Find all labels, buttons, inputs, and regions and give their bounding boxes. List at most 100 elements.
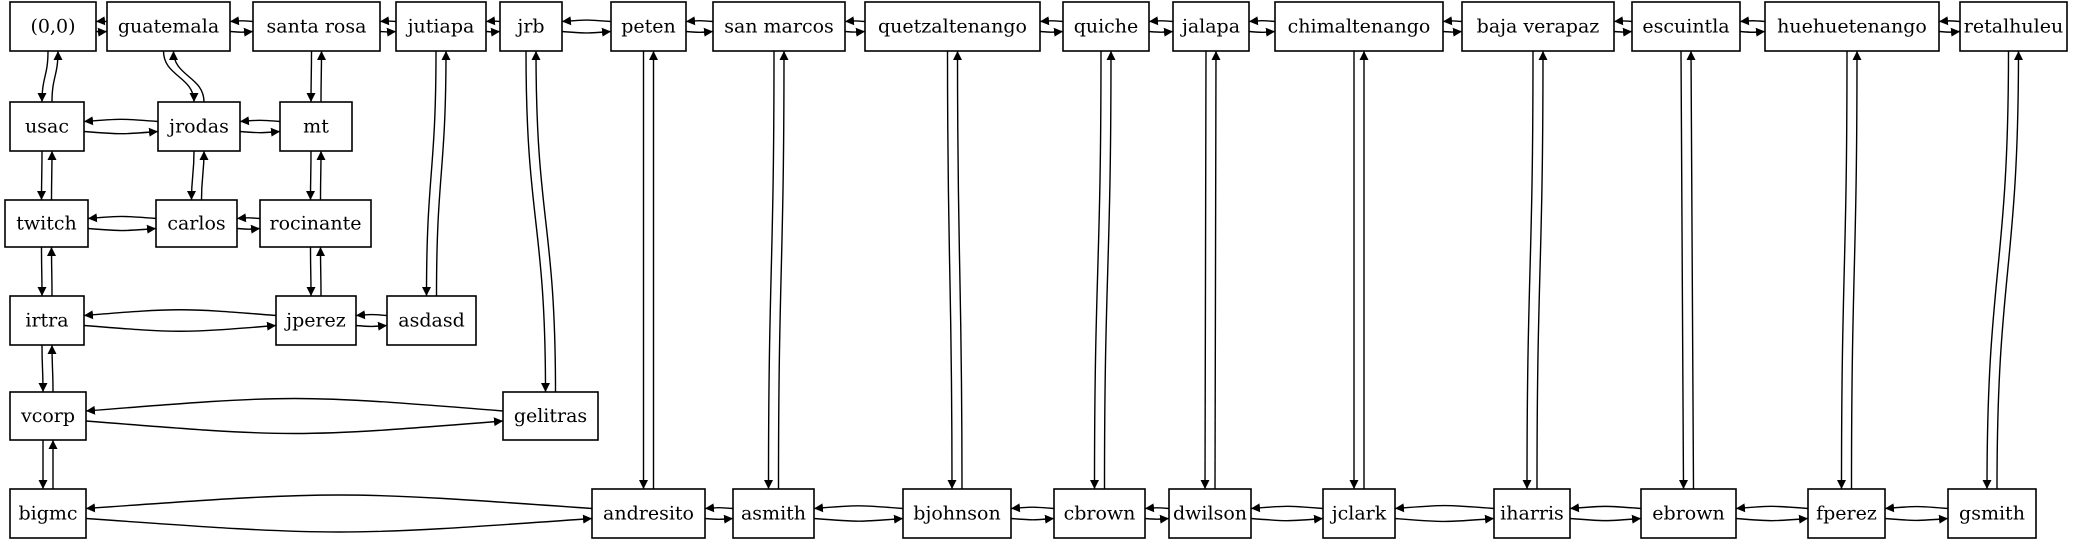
node-label: quiche bbox=[1074, 16, 1139, 38]
edge-huehuetenango-to-retalhuleu bbox=[1938, 27, 1961, 37]
edge-usac-to-jrodas bbox=[83, 127, 159, 137]
edge-andresito-to-bigmc bbox=[85, 494, 593, 513]
edge-baja-verapaz-to-escuintla bbox=[1613, 27, 1633, 37]
node-label: mt bbox=[303, 116, 329, 138]
node-box bbox=[386, 295, 477, 346]
node-label: dwilson bbox=[1173, 503, 1247, 525]
node-santa-rosa: santa rosa bbox=[252, 1, 381, 52]
edge-santa-rosa-to-mt bbox=[306, 50, 316, 103]
node-box bbox=[499, 1, 563, 52]
node-label: (0,0) bbox=[30, 16, 75, 38]
node-box bbox=[591, 488, 706, 539]
edge-jclark-to-iharris bbox=[1394, 514, 1495, 524]
node-label: jutiapa bbox=[406, 16, 475, 38]
edge-vcorp-to-gelitras bbox=[85, 417, 504, 435]
edge-gsmith-to-retalhuleu bbox=[1996, 50, 2023, 490]
node-rocinante: rocinante bbox=[259, 199, 372, 248]
edge-jperez-to-irtra bbox=[83, 309, 277, 320]
edge-irtra-to-twitch bbox=[47, 246, 57, 297]
node-label: quetzaltenango bbox=[878, 16, 1027, 38]
node-bigmc: bigmc bbox=[9, 488, 87, 539]
edge-vcorp-to-irtra bbox=[47, 344, 57, 393]
edge-ebrown-to-escuintla bbox=[1686, 50, 1696, 490]
edge-san-marcos-to-quetzaltenango bbox=[844, 27, 866, 37]
edge-rocinante-to-carlos bbox=[236, 213, 261, 223]
edge-asmith-to-san-marcos bbox=[777, 50, 789, 490]
edge-usac-to-twitch bbox=[37, 150, 47, 201]
edge-layer bbox=[37, 16, 2023, 533]
edge-guatemala-to-jrodas bbox=[162, 50, 199, 103]
node-label: chimaltenango bbox=[1288, 16, 1431, 38]
node-label: jalapa bbox=[1180, 16, 1240, 38]
edge-gelitras-to-jrb bbox=[531, 50, 557, 393]
edge-fperez-to-huehuetenango bbox=[1850, 50, 1862, 490]
node-label: escuintla bbox=[1642, 16, 1729, 38]
edge-asmith-to-andresito bbox=[704, 503, 734, 513]
node-box bbox=[252, 1, 381, 52]
edge-origin-to-usac bbox=[37, 50, 49, 103]
node-label: jrodas bbox=[167, 116, 229, 138]
edge-carlos-to-rocinante bbox=[236, 224, 261, 234]
node-label: rocinante bbox=[270, 213, 362, 235]
edge-jalapa-to-dwilson bbox=[1200, 50, 1210, 490]
edge-chimaltenango-to-baja-verapaz bbox=[1442, 27, 1463, 37]
edge-mt-to-rocinante bbox=[306, 150, 316, 201]
node-label: vcorp bbox=[20, 405, 75, 427]
node-label: asmith bbox=[741, 503, 806, 525]
edge-huehuetenango-to-escuintla bbox=[1739, 16, 1766, 26]
edge-quetzaltenango-to-san-marcos bbox=[844, 16, 866, 26]
edge-quetzaltenango-to-bjohnson bbox=[946, 50, 957, 490]
node-box bbox=[1807, 488, 1886, 539]
node-box bbox=[732, 488, 815, 539]
node-san-marcos: san marcos bbox=[712, 1, 846, 52]
edge-peten-to-san-marcos bbox=[685, 27, 714, 37]
edge-usac-to-origin bbox=[51, 50, 63, 103]
node-chimaltenango: chimaltenango bbox=[1274, 1, 1444, 52]
node-box bbox=[1764, 1, 1940, 52]
edge-iharris-to-baja-verapaz bbox=[1536, 50, 1548, 490]
edge-asdasd-to-jperez bbox=[355, 310, 388, 320]
edge-guatemala-to-santa-rosa bbox=[229, 27, 254, 37]
node-label: usac bbox=[25, 116, 69, 138]
edge-asmith-to-bjohnson bbox=[813, 514, 904, 524]
edge-baja-verapaz-to-chimaltenango bbox=[1442, 16, 1463, 26]
edge-retalhuleu-to-huehuetenango bbox=[1938, 16, 1961, 26]
node-box bbox=[1631, 1, 1741, 52]
node-fperez: fperez bbox=[1807, 488, 1886, 539]
node-label: asdasd bbox=[398, 310, 464, 332]
node-box bbox=[9, 391, 87, 441]
node-label: guatemala bbox=[118, 16, 219, 38]
node-box bbox=[864, 1, 1041, 52]
edge-gelitras-to-vcorp bbox=[85, 397, 504, 415]
edge-jutiapa-to-asdasd bbox=[422, 50, 437, 297]
node-box bbox=[395, 1, 487, 52]
node-box bbox=[9, 101, 85, 152]
edge-jperez-to-asdasd bbox=[355, 321, 388, 331]
edge-bjohnson-to-cbrown bbox=[1010, 514, 1055, 524]
node-label: santa rosa bbox=[267, 16, 367, 38]
node-label: huehuetenango bbox=[1777, 16, 1927, 38]
edge-jrodas-to-usac bbox=[83, 116, 159, 126]
edge-cbrown-to-bjohnson bbox=[1010, 503, 1055, 513]
edge-quiche-to-jalapa bbox=[1148, 27, 1174, 37]
edge-retalhuleu-to-gsmith bbox=[1982, 50, 2010, 490]
edge-twitch-to-usac bbox=[47, 150, 57, 201]
node-asmith: asmith bbox=[732, 488, 815, 539]
node-box bbox=[279, 101, 353, 152]
node-label: iharris bbox=[1500, 503, 1564, 525]
edge-chimaltenango-to-jalapa bbox=[1248, 16, 1276, 26]
edge-dwilson-to-jclark bbox=[1250, 514, 1324, 524]
edge-escuintla-to-huehuetenango bbox=[1739, 27, 1766, 37]
edge-ebrown-to-fperez bbox=[1735, 514, 1809, 524]
node-irtra: irtra bbox=[9, 295, 85, 346]
edge-jalapa-to-chimaltenango bbox=[1248, 27, 1276, 37]
edge-jrodas-to-mt bbox=[239, 127, 281, 137]
node-box bbox=[106, 1, 231, 52]
node-layer: (0,0) guatemala santa rosa jutiapa jrb peten s… bbox=[4, 1, 2068, 539]
node-peten: peten bbox=[610, 1, 687, 52]
edge-carlos-to-jrodas bbox=[199, 150, 209, 201]
edge-jclark-to-dwilson bbox=[1250, 503, 1324, 513]
node-dwilson: dwilson bbox=[1168, 488, 1252, 539]
node-jclark: jclark bbox=[1322, 488, 1396, 539]
node-label: fperez bbox=[1816, 503, 1877, 525]
